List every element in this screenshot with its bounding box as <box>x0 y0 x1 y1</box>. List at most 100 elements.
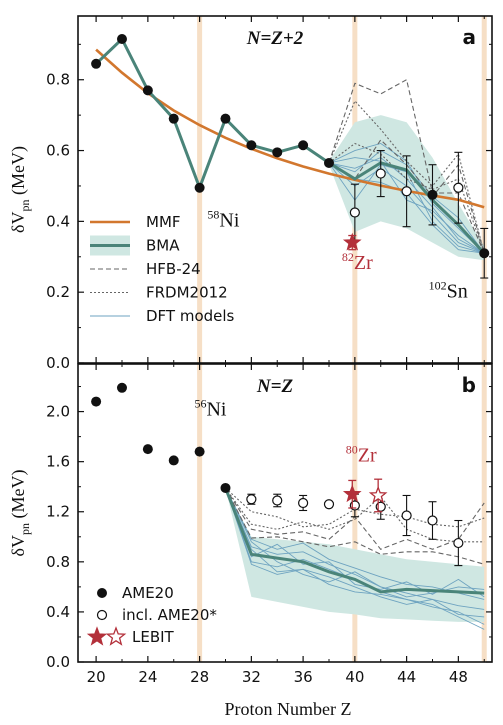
dft-model-line-4 <box>225 487 485 618</box>
ame20-point <box>168 113 179 124</box>
legend-label-lebit: LEBIT <box>132 628 175 646</box>
legend-label-bma: BMA <box>146 237 180 255</box>
nucleus-mass-number: 56 <box>194 396 206 410</box>
ame20-point <box>142 85 153 96</box>
ame20-point <box>194 182 205 193</box>
ame20-point <box>220 113 231 124</box>
dft-model-line-7 <box>225 487 485 630</box>
nucleus-mass-number: 102 <box>429 278 447 292</box>
ame20star-point <box>427 515 438 526</box>
ame20-point <box>91 396 102 407</box>
y-tick-label: 2.0 <box>46 403 70 421</box>
panel-letter: a <box>463 25 477 49</box>
frdm2012-line-2 <box>225 487 485 543</box>
x-tick-label: 28 <box>190 668 209 686</box>
nucleus-label-ni: 56Ni <box>194 396 226 420</box>
legend-label-hfb-24: HFB-24 <box>146 260 201 278</box>
ame20star-point <box>298 497 309 509</box>
y-tick-label: 1.6 <box>46 453 70 471</box>
bma-line <box>95 36 486 255</box>
x-tick-label: 32 <box>242 668 261 686</box>
nucleus-symbol: Ni <box>206 398 226 420</box>
y-axis-title: δVpn (MeV) <box>8 146 32 233</box>
y-axis-title-main: δV <box>8 212 28 233</box>
lebit-star <box>342 484 362 503</box>
ame20-point <box>116 34 127 45</box>
mmf-curve <box>95 48 485 209</box>
ame20star-point <box>453 182 464 193</box>
plot-frame <box>77 15 493 364</box>
legend-label-dft-models: DFT models <box>146 307 235 325</box>
legend-label-mmf: MMF <box>146 213 181 231</box>
legend-a: MMF BMA HFB-24 FRDM2012 DFT models <box>90 213 235 325</box>
ame20-point <box>91 58 102 69</box>
legend-ame20star-marker <box>96 609 108 621</box>
ame20-point <box>479 248 490 259</box>
ame20star-point <box>375 168 386 179</box>
nucleus-symbol: Zr <box>354 252 373 274</box>
panel-b: 56Ni 80Zr 0.0 0.4 0.8 1.2 1.6 2.0 20 24 28 32 36 40 44… <box>8 363 493 686</box>
y-tick-label: 0.0 <box>46 653 70 671</box>
x-axis-title: Proton Number Z <box>225 699 352 719</box>
ame20-point <box>323 157 334 168</box>
lebit-star <box>342 232 362 251</box>
ame20star-point <box>453 537 464 549</box>
x-tick-label: 48 <box>449 668 468 686</box>
x-tick-label: 44 <box>397 668 416 686</box>
ame20star-point <box>401 186 412 197</box>
dft-model-line-2 <box>225 487 485 610</box>
ame20-point <box>142 444 153 455</box>
legend-label-incl-ame20star: incl. AME20* <box>122 606 217 624</box>
y-tick-label: 0.8 <box>46 553 70 571</box>
nucleus-label-zr: 80Zr <box>346 443 377 467</box>
y-axis-title-unit: (MeV) <box>8 470 29 523</box>
y-axis-title: δVpn (MeV) <box>8 470 32 557</box>
x-tick-label: 36 <box>294 668 313 686</box>
y-axis-title-unit: (MeV) <box>8 146 29 199</box>
ame20-point <box>116 382 127 393</box>
panel-title: N=Z <box>256 376 294 397</box>
hfb24-line-2 <box>225 487 485 565</box>
ame20-point <box>168 455 179 466</box>
ame20star-point <box>246 494 257 505</box>
nucleus-label-sn: 102Sn <box>429 278 468 302</box>
x-tick-label: 20 <box>87 668 106 686</box>
legend-b: AME20 incl. AME20* LEBIT <box>86 584 217 646</box>
nucleus-symbol: Zr <box>358 445 377 467</box>
lebit-star <box>368 485 388 504</box>
ame20-point <box>246 140 257 151</box>
nucleus-mass-number: 82 <box>342 250 354 264</box>
legend-label-ame20: AME20 <box>122 584 174 602</box>
ame20-point <box>220 482 231 493</box>
x-tick-label: 40 <box>345 668 364 686</box>
y-tick-label: 0.4 <box>46 212 70 230</box>
panel-a: 58Ni 82Zr 102Sn 0.0 0.2 0.4 0.6 0.8 N=Z+2 a δVpn (… <box>8 15 493 372</box>
nucleus-label-zr: 82Zr <box>342 250 373 274</box>
y-tick-label: 1.2 <box>46 503 70 521</box>
ame20star-point <box>323 499 335 510</box>
y-axis-title-main: δV <box>8 535 28 556</box>
ame20-point <box>298 140 309 151</box>
nucleus-mass-number: 80 <box>346 443 358 457</box>
x-tick-label: 24 <box>138 668 157 686</box>
ame20star-point <box>349 207 360 218</box>
ame20-point <box>427 189 438 200</box>
ame20star-point <box>401 510 412 521</box>
y-tick-label: 0.6 <box>46 142 70 160</box>
y-tick-label: 0.0 <box>46 354 70 372</box>
ame20-point <box>194 446 205 457</box>
panel-title: N=Z+2 <box>246 28 304 49</box>
legend-label-frdm2012: FRDM2012 <box>146 284 228 302</box>
plot-frame <box>77 363 493 663</box>
nucleus-symbol: Sn <box>447 280 468 302</box>
bma-line <box>224 487 485 595</box>
nucleus-symbol: Ni <box>219 210 239 232</box>
dft-model-line-6 <box>225 487 485 598</box>
y-axis-title-subscript: pn <box>18 523 32 535</box>
y-tick-label: 0.8 <box>46 71 70 89</box>
ame20-point <box>272 147 283 158</box>
legend-lebit-filled-star <box>86 626 108 646</box>
y-axis-title-subscript: pn <box>18 200 32 212</box>
legend-ame20-marker <box>97 588 107 598</box>
